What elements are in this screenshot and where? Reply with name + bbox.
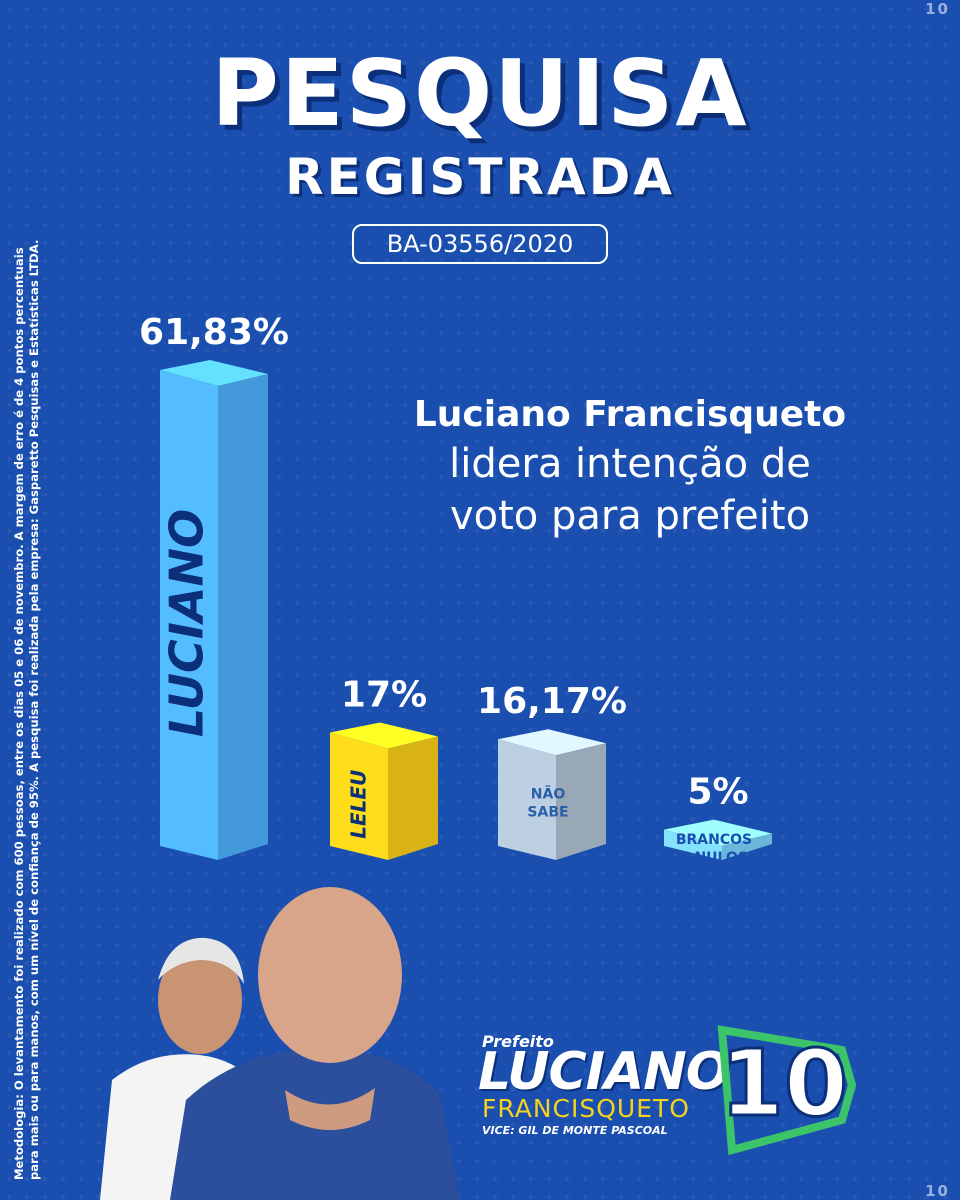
bar-front-3 [498, 739, 556, 860]
bar-front-1 [160, 370, 218, 860]
bar-front-4 [664, 829, 722, 860]
logo-prefix: Prefeito [482, 1032, 554, 1051]
value-label-4: 5% [687, 772, 748, 813]
bar-top-2 [330, 722, 438, 749]
bar-side-3 [556, 743, 606, 860]
category-label-3: NÃO SABE [527, 786, 568, 821]
corner-deco-top-right: 10 [925, 0, 950, 18]
headline: Luciano Francisqueto lidera intenção de … [370, 392, 890, 542]
bar-side-4 [722, 833, 772, 860]
bar-front-2 [330, 732, 388, 860]
corner-deco-bottom-right: 10 [925, 1182, 950, 1200]
category-label-1: LUCIANO [160, 509, 214, 737]
logo-name: LUCIANO [478, 1042, 730, 1102]
subtitle: REGISTRADA [285, 148, 675, 206]
bar-4 [664, 819, 772, 860]
bar-3 [498, 729, 606, 860]
logo-vice: VICE: GIL DE MONTE PASCOAL [482, 1124, 668, 1137]
headline-line-3: voto para prefeito [449, 493, 811, 539]
bar-side-2 [388, 736, 438, 860]
bar-top-1 [160, 360, 268, 386]
bar-top-4 [664, 819, 772, 846]
category-label-4: BRANCOS E NULOS [676, 832, 752, 866]
category-label-2: LELEU [347, 770, 371, 839]
candidate-photos [100, 887, 460, 1200]
logo-number-text: 10 [720, 1030, 848, 1137]
bar-top-3 [498, 729, 606, 756]
logo-surname: FRANCISQUETO [482, 1094, 690, 1123]
main-candidate-photo [170, 887, 460, 1200]
value-label-3: 16,17% [477, 681, 627, 722]
registration-badge: BA-03556/2020 [352, 224, 608, 264]
headline-line-2: lidera intenção de [449, 441, 811, 487]
bar-side-1 [218, 374, 268, 860]
logo-number-10: 10 [717, 1025, 857, 1156]
value-label-2: 17% [341, 675, 427, 716]
headline-line-1: Luciano Francisqueto [413, 394, 847, 435]
bar-1 [160, 360, 268, 860]
title: PESQUISA [211, 40, 749, 147]
bar-2 [330, 722, 438, 860]
bar-chart: 61,83% LUCIANO 17% LELEU 16,17% NÃO SABE 5% BRAN… [139, 312, 772, 866]
value-label-1: 61,83% [139, 312, 289, 353]
